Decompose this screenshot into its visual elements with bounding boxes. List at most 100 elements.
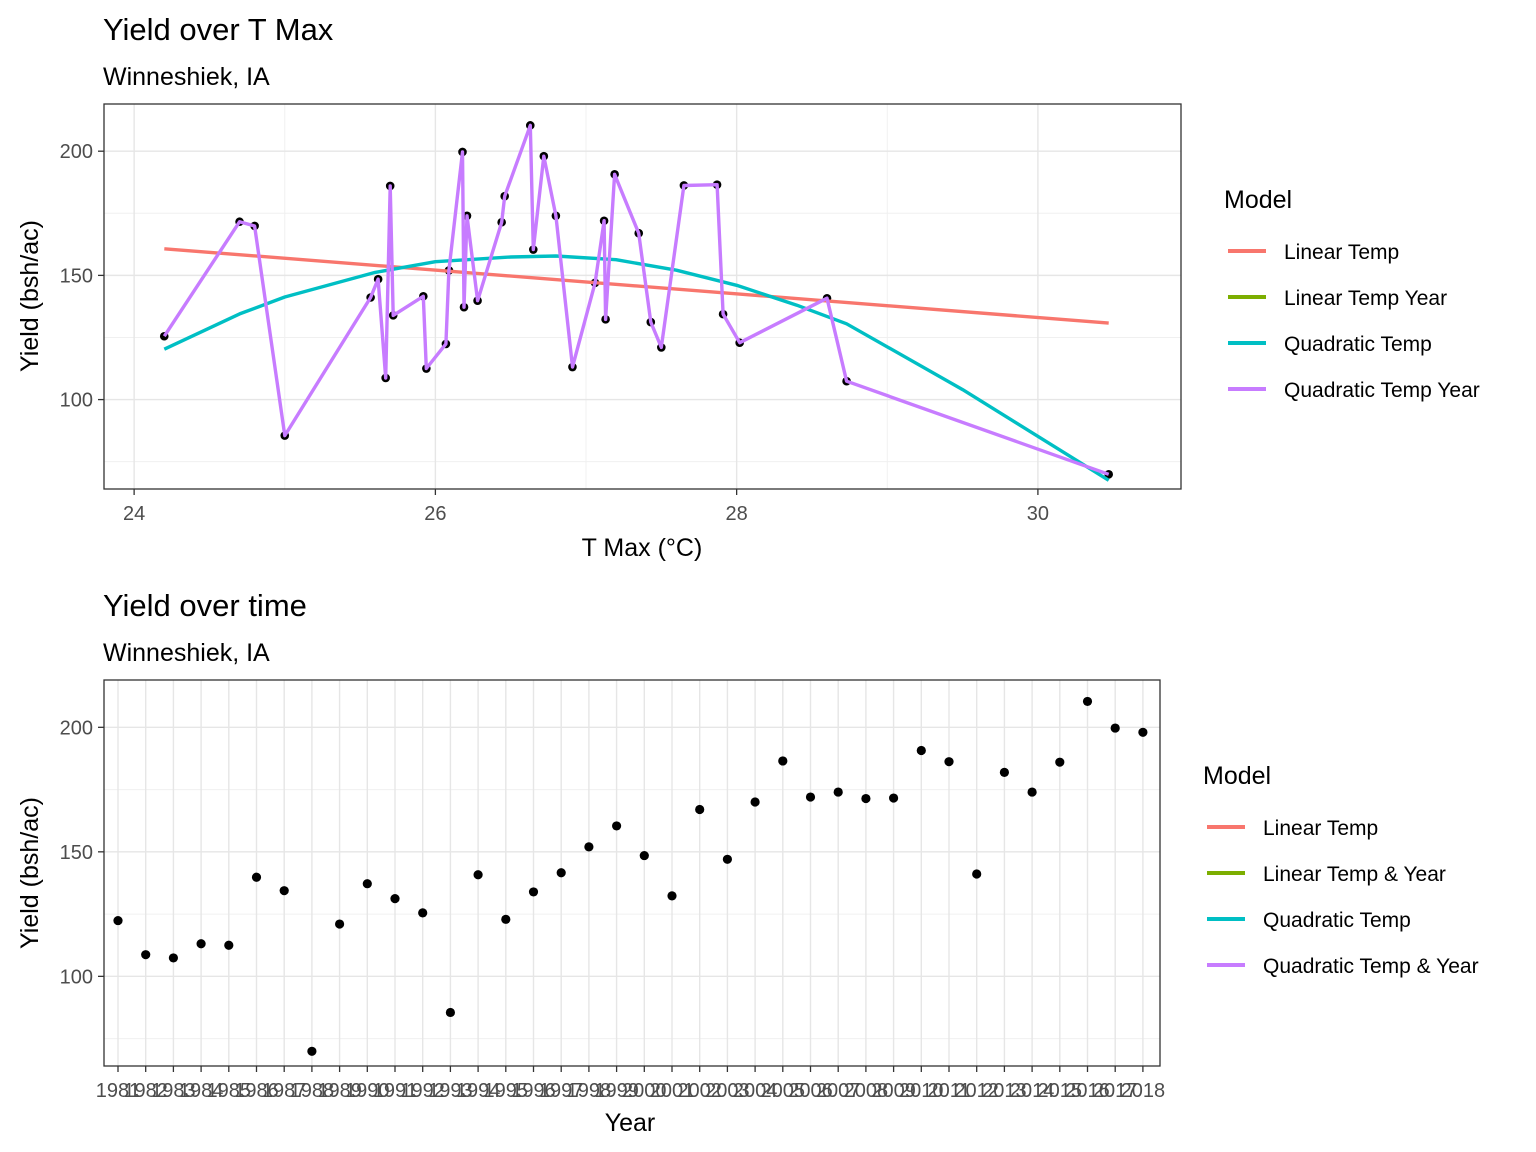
chart2-x-tick-label: 1998 bbox=[567, 1080, 612, 1102]
chart1-series-line-quadratic-temp bbox=[163, 254, 1110, 482]
chart2-data-point bbox=[916, 745, 926, 756]
chart2-x-tick-label: 1993 bbox=[428, 1080, 473, 1102]
chart2-legend-label: Quadratic Temp bbox=[1263, 909, 1411, 932]
chart2-legend-label: Linear Temp bbox=[1263, 817, 1378, 840]
chart1-panel-border bbox=[103, 103, 1182, 490]
chart2-data-point bbox=[307, 1046, 317, 1056]
chart2-data-point bbox=[445, 1007, 455, 1018]
chart2-x-tick-label: 2002 bbox=[677, 1080, 722, 1102]
chart2-data-point bbox=[362, 879, 372, 889]
chart2-data-point bbox=[639, 850, 649, 861]
chart1-x-tick-label: 24 bbox=[123, 503, 145, 525]
chart2-x-tick-label: 2011 bbox=[927, 1080, 970, 1102]
chart2-data-point bbox=[861, 793, 871, 804]
chart1-series-line-linear-temp bbox=[164, 247, 1109, 325]
chart2-x-tick-label: 1994 bbox=[456, 1080, 501, 1102]
chart1-plot-area bbox=[159, 121, 1113, 482]
chart2-data-point bbox=[999, 767, 1010, 777]
chart1-legend-label: Linear Temp Year bbox=[1284, 287, 1447, 310]
chart2-data-point bbox=[473, 870, 483, 880]
chart1-y-tick-label: 150 bbox=[60, 265, 93, 287]
chart2-data-point bbox=[141, 950, 151, 960]
chart2-x-tick-label: 2007 bbox=[816, 1080, 861, 1102]
chart1-x-axis-label: T Max (°C) bbox=[582, 534, 703, 562]
chart2-x-tick-label: 1985 bbox=[207, 1080, 252, 1102]
chart1-legend-label: Quadratic Temp Year bbox=[1284, 379, 1480, 402]
chart2-y-axis-label: Yield (bsh/ac) bbox=[16, 797, 44, 949]
chart2-y-tick-label: 150 bbox=[60, 842, 93, 864]
chart2-x-axis-label: Year bbox=[605, 1109, 656, 1137]
chart2-x-tick-label: 2005 bbox=[761, 1080, 806, 1102]
chart2-data-point bbox=[944, 757, 954, 767]
chart1-x-tick-label: 30 bbox=[1027, 503, 1049, 525]
chart2-x-tick-label: 2009 bbox=[871, 1080, 916, 1102]
chart1-y-tick-label: 200 bbox=[60, 141, 93, 163]
chart2-x-tick-label: 2018 bbox=[1121, 1080, 1166, 1102]
chart2-data-point bbox=[1110, 723, 1120, 733]
chart2-x-tick-label: 1995 bbox=[484, 1080, 529, 1102]
chart2-legend-title: Model bbox=[1203, 762, 1271, 790]
chart2-x-tick-label: 1981 bbox=[96, 1080, 141, 1102]
chart2-x-tick-label: 1996 bbox=[511, 1080, 556, 1102]
chart2-data-point bbox=[833, 787, 843, 797]
chart2-x-tick-label: 1991 bbox=[373, 1080, 418, 1102]
chart1-series-line-quadratic-temp-year bbox=[162, 123, 1110, 476]
chart2-data-point bbox=[390, 894, 400, 904]
chart2-x-tick-label: 2017 bbox=[1093, 1080, 1138, 1102]
chart2-data-point bbox=[612, 821, 622, 831]
chart2-x-tick-label: 1982 bbox=[123, 1080, 168, 1102]
chart2-data-point bbox=[113, 915, 123, 926]
chart2-x-tick-label: 2006 bbox=[788, 1080, 833, 1102]
chart2-x-tick-label: 1999 bbox=[594, 1080, 639, 1102]
chart2-data-point bbox=[501, 914, 511, 924]
chart2-axes: 1981198219831984198519861987198819891990… bbox=[60, 717, 1166, 1102]
chart2-subtitle: Winneshiek, IA bbox=[103, 639, 270, 667]
chart2-data-point bbox=[196, 939, 206, 949]
chart2-data-point bbox=[805, 792, 816, 802]
chart1-x-tick-label: 26 bbox=[424, 503, 446, 525]
chart2-data-point bbox=[1138, 727, 1148, 737]
panel-time: Yield over time Winneshiek, IA 198119821… bbox=[16, 588, 1479, 1137]
chart1-axes: 24 26 28 30 100 150 200 bbox=[60, 141, 1049, 525]
chart1-y-axis-label: Yield (bsh/ac) bbox=[16, 220, 44, 372]
chart2-x-tick-label: 2013 bbox=[982, 1080, 1027, 1102]
chart2-x-tick-label: 2014 bbox=[1010, 1080, 1055, 1102]
chart2-x-tick-label: 1987 bbox=[262, 1080, 307, 1102]
chart1-y-tick-label: 100 bbox=[60, 390, 93, 412]
chart2-y-tick-label: 100 bbox=[60, 966, 93, 988]
chart2-data-point bbox=[695, 804, 705, 815]
chart1-legend: Linear Temp Linear Temp Year Quadratic Tem… bbox=[1228, 241, 1480, 402]
chart2-data-point bbox=[889, 793, 899, 803]
chart2-data-point bbox=[722, 854, 733, 864]
chart2-data-point bbox=[418, 908, 428, 918]
chart2-grid bbox=[104, 680, 1160, 1066]
chart2-data-point bbox=[556, 868, 566, 878]
chart2-data-point bbox=[1082, 696, 1093, 707]
chart1-grid bbox=[104, 104, 1181, 489]
chart1-title: Yield over T Max bbox=[103, 12, 334, 47]
chart2-data-point bbox=[1055, 757, 1065, 767]
chart2-x-tick-label: 1989 bbox=[317, 1080, 362, 1102]
chart2-y-tick-label: 200 bbox=[60, 717, 93, 739]
chart2-panel-border bbox=[103, 679, 1161, 1067]
chart2-x-tick-label: 1992 bbox=[400, 1080, 445, 1102]
chart2-x-tick-label: 1983 bbox=[151, 1080, 196, 1102]
chart2-x-tick-label: 1984 bbox=[179, 1080, 224, 1102]
chart2-data-point bbox=[667, 891, 677, 901]
chart2-x-tick-label: 2001 bbox=[650, 1080, 695, 1102]
chart1-legend-label: Quadratic Temp bbox=[1284, 333, 1432, 356]
panel-tmax: Yield over T Max Winneshiek, IA 24 26 28 30… bbox=[16, 12, 1480, 562]
chart2-data-point bbox=[168, 953, 178, 963]
chart2-x-tick-label: 2008 bbox=[844, 1080, 889, 1102]
chart2-title: Yield over time bbox=[103, 588, 307, 623]
chart2-x-tick-label: 2003 bbox=[705, 1080, 750, 1102]
chart1-x-tick-label: 28 bbox=[726, 503, 748, 525]
chart2-plot-area bbox=[113, 696, 1148, 1056]
chart2-data-point bbox=[279, 886, 289, 896]
chart2-x-tick-label: 1988 bbox=[290, 1080, 335, 1102]
chart2-x-tick-label: 2016 bbox=[1065, 1080, 1110, 1102]
chart2-data-point bbox=[778, 756, 788, 766]
chart2-x-tick-label: 1986 bbox=[234, 1080, 279, 1102]
chart2-data-point bbox=[528, 887, 539, 897]
